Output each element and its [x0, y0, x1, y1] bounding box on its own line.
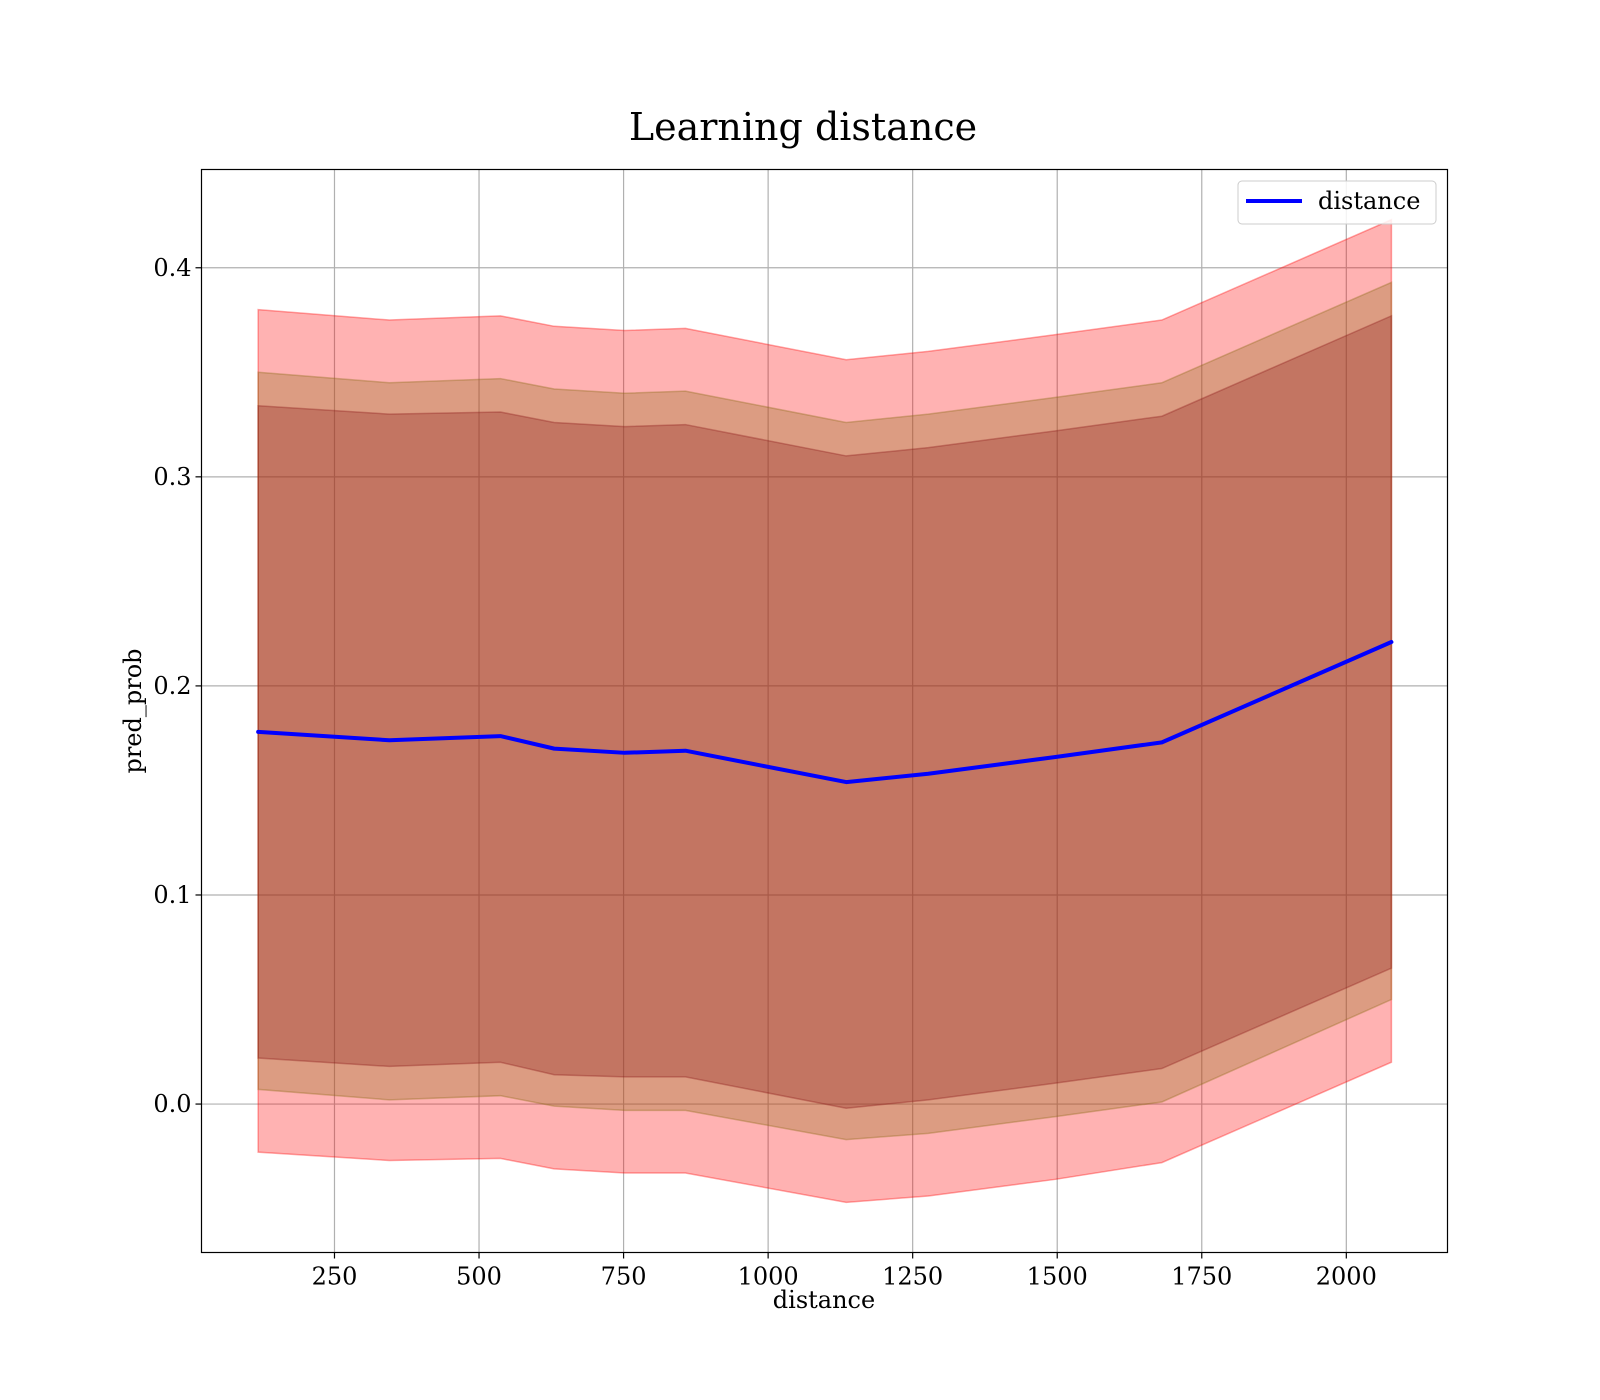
y-axis-label: pred_prob	[119, 648, 147, 773]
x-tick-label: 1500	[1027, 1263, 1088, 1291]
legend: distance	[1237, 180, 1437, 225]
y-tick-label: 0.2	[153, 672, 191, 700]
x-tick-label: 1250	[882, 1263, 943, 1291]
y-tick-label: 0.1	[153, 881, 191, 909]
confidence-bands	[257, 218, 1393, 1204]
chart-title: Learning distance	[629, 105, 977, 149]
series-line-distance	[256, 640, 1394, 785]
x-axis-ticks: 250 500 750 1000 1250 1500 1750 2000	[312, 1252, 1377, 1291]
series-lines	[256, 640, 1394, 785]
y-axis-ticks: 0.0 0.1 0.2 0.3 0.4	[153, 254, 202, 1118]
x-tick-label: 1000	[738, 1263, 799, 1291]
x-tick-label: 750	[601, 1263, 647, 1291]
x-tick-label: 1750	[1171, 1263, 1232, 1291]
confidence-band-2	[257, 281, 1393, 1141]
legend-box	[1237, 180, 1437, 225]
x-axis-label: distance	[773, 1286, 875, 1314]
grid	[201, 169, 1448, 1253]
plot-frame	[200, 168, 1449, 1254]
confidence-band-3	[257, 314, 1393, 1109]
y-tick-label: 0.4	[153, 254, 191, 282]
confidence-band-1	[257, 218, 1393, 1204]
x-tick-label: 2000	[1316, 1263, 1377, 1291]
legend-label: distance	[1318, 187, 1420, 215]
y-tick-label: 0.3	[153, 463, 191, 491]
y-tick-label: 0.0	[153, 1090, 191, 1118]
x-tick-label: 250	[312, 1263, 358, 1291]
x-tick-label: 500	[456, 1263, 502, 1291]
